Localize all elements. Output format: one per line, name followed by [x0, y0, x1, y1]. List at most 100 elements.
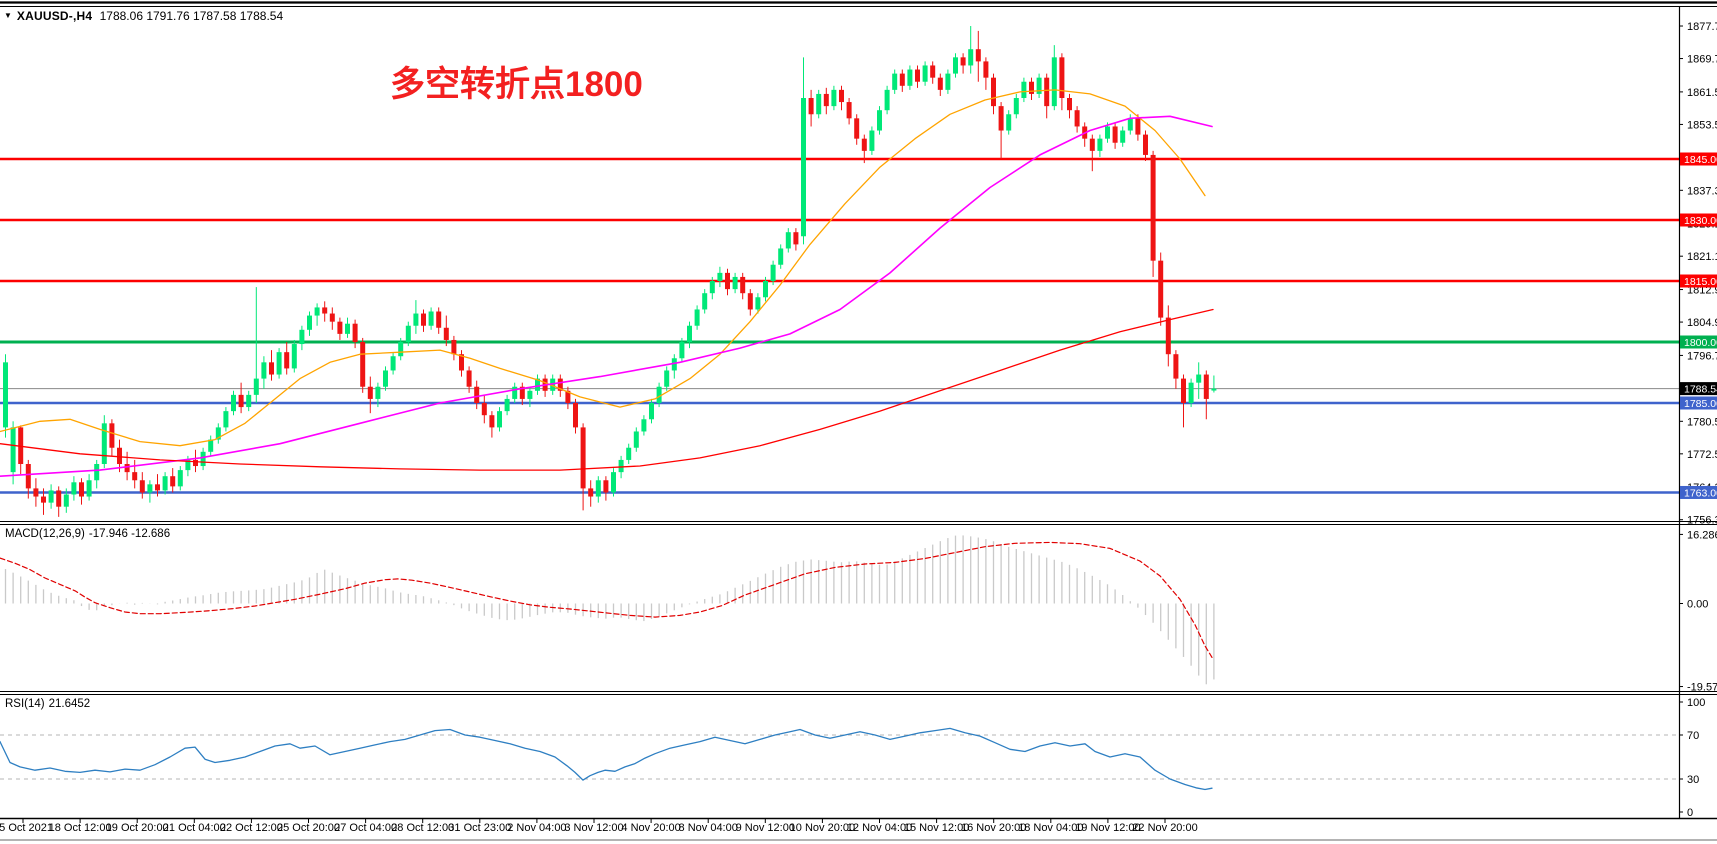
main-price-panel[interactable]: [0, 1, 1717, 525]
candle: [519, 382, 525, 406]
candle: [755, 293, 761, 314]
price-badge-label: 1815.00: [1684, 276, 1717, 288]
time-tick-label: 2 Nov 04:00: [507, 822, 566, 834]
macd-tick-label: 16.286: [1687, 529, 1717, 541]
candle: [56, 486, 62, 517]
candle: [968, 26, 974, 74]
candle: [907, 65, 913, 90]
candle: [550, 374, 556, 395]
candle: [86, 474, 92, 501]
price-badge-1788.54: 1788.54: [1680, 382, 1717, 396]
candle: [953, 53, 958, 78]
macd-signal-line: [0, 541, 1213, 658]
symbol-dropdown-icon[interactable]: ▼: [4, 11, 12, 20]
candle: [299, 325, 305, 351]
time-tick-label: 8 Nov 04:00: [679, 822, 738, 834]
time-tick-label: 12 Nov 04:00: [847, 822, 912, 834]
candle: [709, 276, 715, 300]
rsi-panel[interactable]: [0, 727, 1679, 791]
candle: [459, 350, 464, 377]
rsi-tick-label: 100: [1687, 697, 1705, 709]
ma-mid-line: [0, 115, 1213, 477]
price-tick-label: 1796.70: [1687, 350, 1717, 362]
candle: [25, 459, 31, 499]
macd-tick-label: -19.576: [1687, 682, 1717, 694]
candle: [611, 468, 616, 497]
candle: [1120, 126, 1126, 147]
candle: [930, 61, 936, 84]
price-tick-label: 1780.50: [1687, 416, 1717, 428]
candle: [284, 342, 290, 375]
candle: [1044, 73, 1050, 119]
candle: [1112, 122, 1118, 149]
price-badge-1785.00: 1785.00: [1680, 396, 1717, 410]
candle: [489, 411, 495, 438]
price-axis[interactable]: 1877.701869.701861.501853.501837.301829.…: [1678, 6, 1717, 819]
candle: [603, 476, 609, 501]
candle: [155, 474, 160, 497]
candle: [269, 350, 274, 381]
candle: [1143, 130, 1148, 162]
candle: [231, 390, 236, 416]
chart-title-bar: ▼ XAUUSD-,H4 1788.06 1791.76 1787.58 1788…: [4, 9, 283, 23]
candle: [687, 321, 692, 349]
time-tick-label: 31 Oct 23:00: [448, 822, 511, 834]
candle: [1059, 53, 1065, 111]
candle: [33, 478, 39, 507]
candle: [580, 423, 586, 511]
candle: [276, 348, 282, 379]
time-tick-label: 21 Oct 04:00: [163, 822, 226, 834]
candle: [702, 289, 708, 314]
candle: [763, 276, 768, 302]
candle: [877, 106, 882, 135]
candle: [63, 488, 69, 513]
candle: [793, 228, 799, 251]
candle: [823, 87, 829, 115]
candle: [633, 427, 639, 452]
candle: [101, 415, 107, 469]
candle: [322, 301, 328, 322]
candle: [983, 57, 989, 90]
price-badge-1815.00: 1815.00: [1680, 274, 1717, 288]
time-tick-label: 15 Nov 12:00: [904, 822, 969, 834]
candle: [884, 85, 890, 115]
price-badge-label: 1845.00: [1684, 154, 1717, 166]
candle: [998, 102, 1004, 159]
candle: [170, 468, 176, 493]
candle: [991, 73, 996, 115]
candle: [383, 366, 388, 391]
candle: [291, 339, 297, 373]
price-badge-1800.00: 1800.00: [1680, 335, 1717, 349]
rsi-tick-label: 70: [1687, 730, 1699, 742]
candle: [1029, 77, 1034, 101]
time-tick-label: 18 Nov 04:00: [1018, 822, 1083, 834]
rsi-value: 21.6452: [48, 698, 91, 710]
price-tick-label: 1853.50: [1687, 119, 1717, 131]
macd-panel[interactable]: [0, 535, 1717, 695]
candle: [481, 394, 487, 424]
time-tick-label: 19 Oct 20:00: [106, 822, 169, 834]
candle: [193, 449, 198, 473]
time-tick-label: 16 Nov 20:00: [961, 822, 1026, 834]
ma-slow-line: [0, 308, 1214, 471]
time-tick-label: 4 Nov 20:00: [621, 822, 680, 834]
candle: [725, 268, 730, 296]
candle: [261, 356, 267, 389]
candle: [307, 311, 312, 336]
price-tick-label: 1756.30: [1687, 515, 1717, 527]
time-tick-label: 9 Nov 12:00: [736, 822, 795, 834]
candle: [557, 374, 563, 397]
candle: [253, 287, 259, 404]
candle: [1173, 350, 1179, 389]
candle: [747, 289, 753, 316]
rsi-line: [0, 727, 1213, 791]
candle: [1074, 106, 1080, 133]
price-badge-label: 1830.00: [1684, 215, 1717, 227]
candle: [10, 421, 16, 485]
price-tick-label: 1804.90: [1687, 317, 1717, 329]
macd-label: MACD(12,26,9): [5, 528, 85, 540]
candle: [436, 307, 442, 334]
